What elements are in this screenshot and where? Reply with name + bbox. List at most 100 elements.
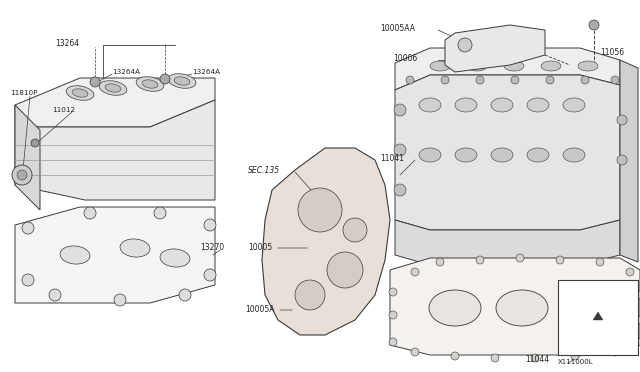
Ellipse shape [467, 61, 487, 71]
Ellipse shape [491, 98, 513, 112]
Circle shape [458, 38, 472, 52]
Circle shape [634, 338, 640, 346]
Ellipse shape [72, 89, 88, 97]
Circle shape [406, 76, 414, 84]
Circle shape [516, 254, 524, 262]
Circle shape [589, 20, 599, 30]
Ellipse shape [160, 249, 190, 267]
Circle shape [634, 291, 640, 299]
Polygon shape [395, 48, 620, 90]
Circle shape [49, 289, 61, 301]
Circle shape [476, 256, 484, 264]
Text: 10005: 10005 [248, 244, 307, 253]
Ellipse shape [429, 290, 481, 326]
Polygon shape [395, 220, 620, 265]
Ellipse shape [99, 81, 127, 95]
Circle shape [160, 74, 170, 84]
Ellipse shape [66, 86, 94, 100]
Circle shape [394, 184, 406, 196]
Circle shape [411, 268, 419, 276]
Ellipse shape [504, 61, 524, 71]
Text: 10005AA: 10005AA [380, 23, 415, 32]
Circle shape [394, 104, 406, 116]
Circle shape [436, 258, 444, 266]
Circle shape [343, 218, 367, 242]
Circle shape [556, 256, 564, 264]
Circle shape [90, 77, 100, 87]
Ellipse shape [541, 61, 561, 71]
Ellipse shape [578, 61, 598, 71]
Polygon shape [15, 78, 215, 127]
Circle shape [394, 144, 406, 156]
Text: 13270Z: 13270Z [568, 347, 595, 353]
Ellipse shape [563, 148, 585, 162]
Circle shape [441, 76, 449, 84]
Ellipse shape [563, 290, 615, 326]
Circle shape [84, 207, 96, 219]
Circle shape [22, 274, 34, 286]
Circle shape [22, 222, 34, 234]
Circle shape [611, 348, 619, 356]
Circle shape [327, 252, 363, 288]
Text: X111000L: X111000L [558, 359, 594, 365]
Circle shape [546, 76, 554, 84]
Circle shape [204, 219, 216, 231]
Circle shape [154, 207, 166, 219]
Circle shape [17, 170, 27, 180]
Text: 11810P: 11810P [10, 90, 38, 96]
Text: 11041: 11041 [380, 154, 404, 163]
Ellipse shape [142, 80, 158, 88]
Circle shape [634, 316, 640, 324]
Text: 13264A: 13264A [192, 69, 220, 75]
Circle shape [31, 139, 39, 147]
Text: 10006: 10006 [393, 54, 417, 62]
Ellipse shape [168, 74, 196, 88]
Text: 11012: 11012 [52, 107, 75, 113]
Circle shape [389, 288, 397, 296]
Circle shape [617, 155, 627, 165]
Polygon shape [445, 25, 545, 72]
Ellipse shape [430, 61, 450, 71]
Circle shape [617, 115, 627, 125]
Circle shape [581, 76, 589, 84]
Polygon shape [15, 105, 40, 210]
Polygon shape [390, 258, 640, 355]
Polygon shape [262, 148, 390, 335]
Ellipse shape [120, 239, 150, 257]
Polygon shape [395, 75, 620, 230]
Circle shape [411, 348, 419, 356]
Circle shape [531, 354, 539, 362]
Polygon shape [620, 60, 638, 262]
Circle shape [298, 188, 342, 232]
Circle shape [389, 338, 397, 346]
Circle shape [571, 352, 579, 360]
Text: 13264: 13264 [55, 38, 79, 48]
Ellipse shape [527, 98, 549, 112]
Text: 11044: 11044 [525, 356, 549, 365]
Polygon shape [593, 312, 603, 320]
Ellipse shape [136, 77, 164, 91]
Ellipse shape [419, 148, 441, 162]
Text: 13264A: 13264A [112, 69, 140, 75]
Polygon shape [15, 207, 215, 303]
Text: SEC.135: SEC.135 [248, 166, 280, 174]
Ellipse shape [60, 246, 90, 264]
Circle shape [12, 165, 32, 185]
Ellipse shape [455, 98, 477, 112]
Bar [558, 280, 638, 355]
Circle shape [626, 268, 634, 276]
Ellipse shape [563, 98, 585, 112]
Circle shape [511, 76, 519, 84]
Ellipse shape [496, 290, 548, 326]
Circle shape [389, 311, 397, 319]
Text: FRONT: FRONT [562, 330, 588, 340]
Text: 10005A: 10005A [245, 305, 292, 314]
Circle shape [114, 294, 126, 306]
Ellipse shape [105, 84, 121, 92]
Text: 13270: 13270 [200, 244, 224, 253]
Circle shape [451, 352, 459, 360]
Circle shape [596, 258, 604, 266]
Circle shape [295, 280, 325, 310]
Circle shape [491, 354, 499, 362]
Polygon shape [15, 100, 215, 200]
